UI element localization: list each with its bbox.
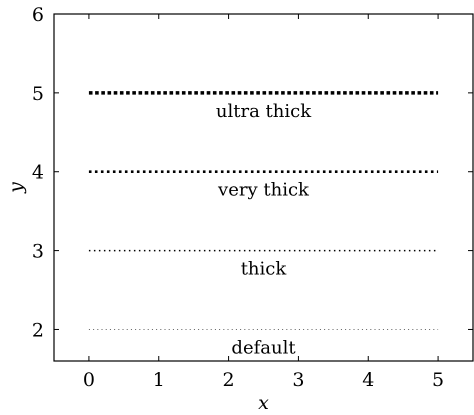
x-axis-label: x <box>258 392 269 414</box>
x-tick-label: 2 <box>223 369 235 391</box>
series-label: very thick <box>217 180 310 201</box>
y-tick-label: 3 <box>32 241 44 263</box>
x-tick-label: 3 <box>292 369 304 391</box>
y-tick-label: 2 <box>32 319 44 341</box>
y-axis-label: y <box>5 182 27 194</box>
x-tick-label: 1 <box>153 369 165 391</box>
y-tick-label: 5 <box>32 83 44 105</box>
series-layer: default thick very thick ultra thick <box>88 91 439 358</box>
series-label: ultra thick <box>216 101 312 122</box>
x-axis: 0 1 2 3 4 5 <box>83 14 444 391</box>
x-tick-label: 5 <box>432 369 444 391</box>
series-label: default <box>231 337 296 358</box>
series-label: thick <box>241 259 288 280</box>
y-axis: 2 3 4 5 6 <box>32 4 473 341</box>
y-tick-label: 6 <box>32 4 44 26</box>
x-tick-label: 0 <box>83 369 95 391</box>
y-tick-label: 4 <box>32 162 44 184</box>
plot-frame <box>53 13 474 362</box>
x-tick-label: 4 <box>362 369 374 391</box>
